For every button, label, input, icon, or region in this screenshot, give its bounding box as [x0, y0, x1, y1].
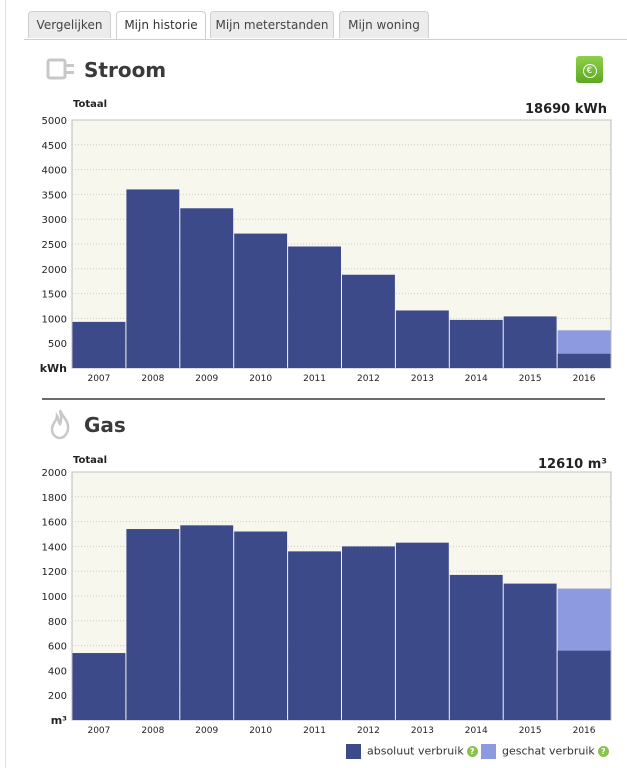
y-tick-label: 2000: [42, 265, 67, 276]
stroom-chart: 500 1000 1500 2000 2500 3000 3500 4000 4500 5000 2…: [40, 116, 612, 384]
bar-absolute[interactable]: [126, 529, 180, 720]
bar-absolute[interactable]: [557, 650, 611, 720]
bar-absolute[interactable]: [234, 233, 288, 368]
y-tick-label: 1200: [42, 567, 67, 578]
x-tick-label: 2010: [249, 374, 272, 384]
left-border: [5, 0, 6, 768]
x-tick-label: 2011: [303, 726, 326, 736]
bar-absolute[interactable]: [234, 531, 288, 720]
help-icon[interactable]: ?: [597, 746, 609, 757]
x-tick-label: 2011: [303, 374, 326, 384]
stroom-total-value: 18690 kWh: [525, 102, 607, 117]
euro-button[interactable]: €: [576, 56, 603, 83]
gas-total-value: 12610 m³: [538, 457, 607, 472]
bar-absolute[interactable]: [72, 321, 126, 368]
x-tick-label: 2007: [87, 374, 110, 384]
x-tick-label: 2008: [141, 726, 164, 736]
gas-totaal-label: Totaal: [73, 455, 108, 466]
tab-mijn-meterstanden[interactable]: Mijn meterstanden: [210, 11, 334, 38]
legend-label-absolute: absoluut verbruik: [367, 744, 464, 758]
bar-absolute[interactable]: [449, 574, 503, 720]
y-tick-label: 400: [48, 666, 67, 677]
legend-swatch-absolute: [346, 744, 361, 759]
y-tick-label: 600: [48, 642, 67, 653]
plug-icon: [46, 58, 74, 80]
x-tick-label: 2016: [573, 374, 596, 384]
tab-mijn-woning[interactable]: Mijn woning: [339, 11, 429, 38]
y-tick-label: 500: [48, 339, 67, 350]
y-tick-label: 1600: [42, 518, 67, 529]
bar-absolute[interactable]: [288, 246, 341, 368]
y-tick-label: 1800: [42, 493, 67, 504]
legend-estimated: geschat verbruik?: [481, 744, 609, 759]
y-tick-label: 5000: [42, 116, 67, 127]
y-tick-label: 4500: [42, 141, 67, 152]
x-tick-label: 2015: [519, 726, 542, 736]
stroom-totaal-label: Totaal: [73, 99, 108, 110]
x-tick-label: 2013: [411, 374, 434, 384]
x-tick-label: 2015: [519, 374, 542, 384]
x-tick-label: 2007: [87, 726, 110, 736]
bar-absolute[interactable]: [342, 274, 395, 368]
bar-absolute[interactable]: [288, 551, 341, 720]
legend-swatch-estimated: [481, 744, 496, 759]
flame-icon: [50, 409, 70, 440]
x-tick-label: 2013: [411, 726, 434, 736]
bar-absolute[interactable]: [395, 542, 449, 720]
bar-absolute[interactable]: [342, 546, 395, 720]
bar-estimated[interactable]: [557, 330, 611, 354]
bar-absolute[interactable]: [180, 208, 234, 368]
y-tick-label: 1000: [42, 592, 67, 603]
bar-estimated[interactable]: [557, 588, 611, 651]
x-tick-label: 2010: [249, 726, 272, 736]
bar-absolute[interactable]: [503, 583, 557, 720]
y-tick-label: 1400: [42, 542, 67, 553]
y-unit-label: m³: [51, 714, 67, 727]
stroom-title: Stroom: [84, 58, 167, 82]
section-divider: [42, 398, 605, 400]
x-tick-label: 2009: [195, 726, 218, 736]
x-tick-label: 2009: [195, 374, 218, 384]
tab-mijn-historie[interactable]: Mijn historie: [116, 11, 206, 40]
bar-absolute[interactable]: [503, 316, 557, 368]
x-tick-label: 2012: [357, 726, 380, 736]
x-tick-label: 2012: [357, 374, 380, 384]
tab-bar-underline: [24, 39, 627, 40]
y-tick-label: 1500: [42, 290, 67, 301]
help-icon[interactable]: ?: [466, 746, 478, 757]
y-tick-label: 4000: [42, 166, 67, 177]
legend-absolute: absoluut verbruik?: [346, 744, 478, 759]
tab-vergelijken[interactable]: Vergelijken: [28, 11, 111, 38]
bar-absolute[interactable]: [72, 653, 126, 720]
x-tick-label: 2014: [465, 726, 488, 736]
bar-absolute[interactable]: [126, 189, 180, 368]
bar-absolute[interactable]: [180, 525, 234, 720]
y-tick-label: 200: [48, 691, 67, 702]
bar-absolute[interactable]: [449, 319, 503, 368]
euro-icon: €: [582, 64, 597, 78]
x-tick-label: 2014: [465, 374, 488, 384]
y-tick-label: 3000: [42, 215, 67, 226]
y-unit-label: kWh: [40, 362, 67, 375]
gas-title: Gas: [84, 413, 126, 437]
y-tick-label: 3500: [42, 190, 67, 201]
y-tick-label: 800: [48, 617, 67, 628]
x-tick-label: 2016: [573, 726, 596, 736]
legend-label-estimated: geschat verbruik: [502, 744, 595, 758]
bar-absolute[interactable]: [395, 310, 449, 368]
y-tick-label: 1000: [42, 314, 67, 325]
bar-absolute[interactable]: [557, 353, 611, 368]
y-tick-label: 2000: [42, 468, 67, 479]
x-tick-label: 2008: [141, 374, 164, 384]
y-tick-label: 2500: [42, 240, 67, 251]
